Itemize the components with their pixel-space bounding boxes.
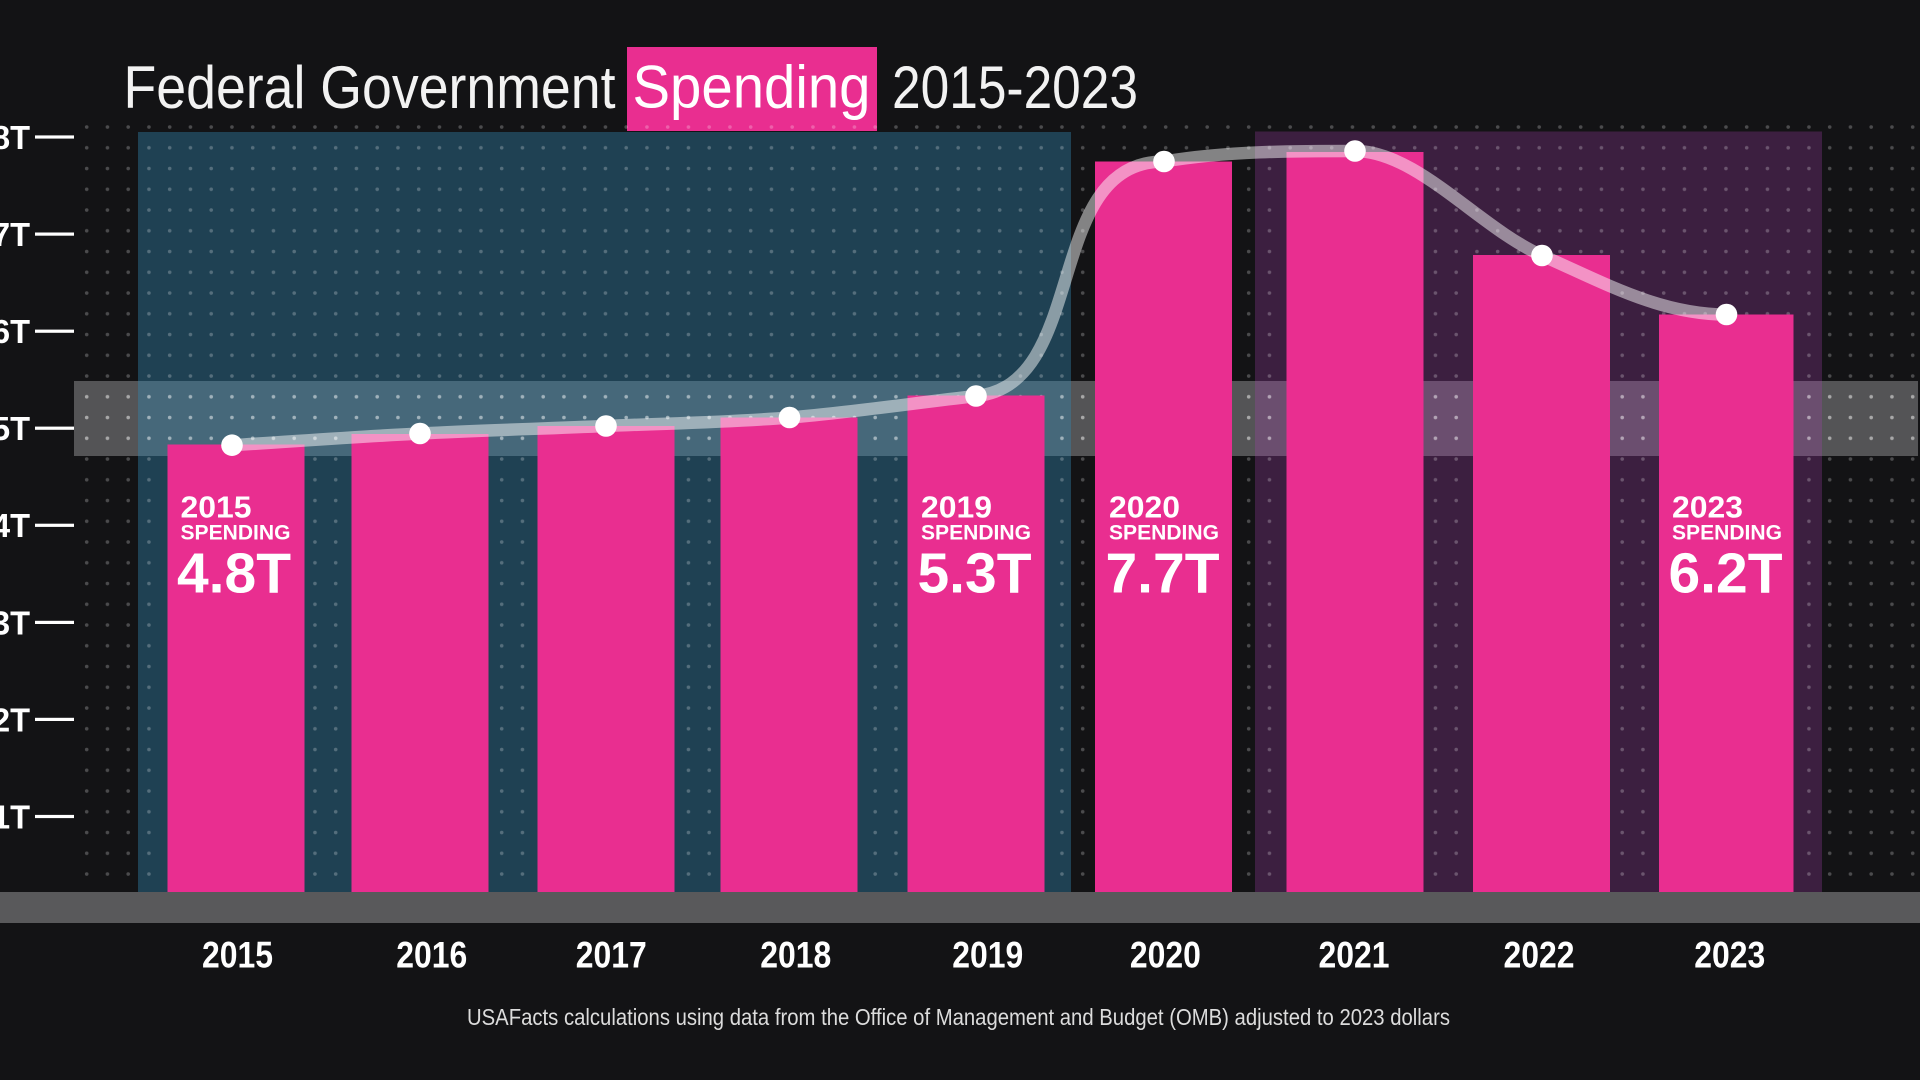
- svg-text:2T: 2T: [0, 701, 30, 738]
- svg-text:4.8T: 4.8T: [177, 542, 291, 606]
- svg-text:6.2T: 6.2T: [1669, 542, 1783, 606]
- svg-text:2023: 2023: [1672, 490, 1743, 525]
- svg-text:2015: 2015: [181, 490, 252, 525]
- svg-text:Spending: Spending: [633, 54, 871, 121]
- svg-text:2019: 2019: [921, 490, 992, 525]
- svg-text:SPENDING: SPENDING: [1672, 522, 1782, 545]
- svg-text:USAFacts calculations using da: USAFacts calculations using data from th…: [467, 1004, 1450, 1030]
- svg-text:SPENDING: SPENDING: [921, 522, 1031, 545]
- svg-text:6T: 6T: [0, 313, 30, 350]
- svg-text:2017: 2017: [576, 935, 647, 976]
- svg-text:SPENDING: SPENDING: [181, 522, 291, 545]
- svg-text:SPENDING: SPENDING: [1109, 522, 1219, 545]
- svg-text:Federal Government: Federal Government: [124, 54, 616, 121]
- svg-text:2015: 2015: [202, 935, 273, 976]
- svg-text:2019: 2019: [952, 935, 1023, 976]
- svg-text:7.7T: 7.7T: [1106, 542, 1220, 606]
- svg-text:5.3T: 5.3T: [918, 542, 1032, 606]
- svg-text:8T: 8T: [0, 119, 30, 156]
- svg-text:2020: 2020: [1130, 935, 1201, 976]
- svg-text:4T: 4T: [0, 507, 30, 544]
- svg-text:1T: 1T: [0, 798, 30, 835]
- svg-text:3T: 3T: [0, 604, 30, 641]
- svg-text:5T: 5T: [0, 410, 30, 447]
- svg-text:2023: 2023: [1694, 935, 1765, 976]
- svg-text:2015-2023: 2015-2023: [892, 54, 1138, 121]
- svg-text:2018: 2018: [760, 935, 831, 976]
- svg-text:2016: 2016: [396, 935, 467, 976]
- svg-text:2022: 2022: [1504, 935, 1575, 976]
- svg-text:2021: 2021: [1319, 935, 1390, 976]
- svg-text:2020: 2020: [1109, 490, 1180, 525]
- svg-text:7T: 7T: [0, 216, 30, 253]
